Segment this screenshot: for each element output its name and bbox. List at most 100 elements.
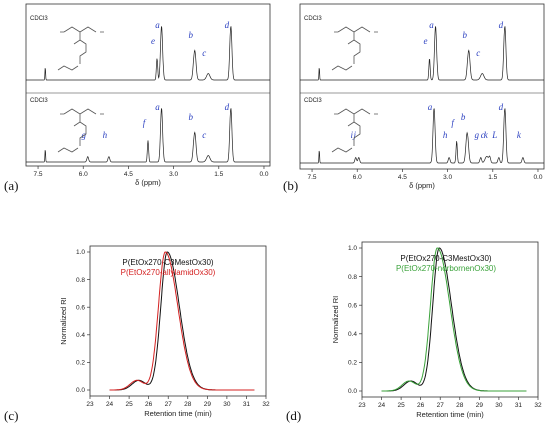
y-tick-label: 0.2 <box>76 360 85 367</box>
nmr-spectrum-trace <box>300 26 544 81</box>
peak-label-i: i <box>350 130 353 140</box>
x-tick-label: 28 <box>184 401 192 408</box>
y-tick-label: 0.4 <box>348 331 357 338</box>
peak-label-a: a <box>155 102 160 112</box>
peak-label-b: b <box>188 30 193 40</box>
peak-label-a: a <box>155 20 160 30</box>
x-tick-label: 27 <box>165 401 173 408</box>
x-axis-label: δ (ppm) <box>135 178 161 187</box>
x-tick-label: 7.5 <box>34 171 43 178</box>
panel-label: (c) <box>4 408 18 423</box>
nmr-panel-a: 7.5 6.0 4.5 3.0 1.5 0.0δ (ppm)CDCl3eabcdCDCl3… <box>25 3 271 187</box>
peak-label-c: c <box>476 48 480 58</box>
nmr-spectrum-trace <box>26 26 270 81</box>
x-tick-label: 3.0 <box>169 171 178 178</box>
solvent-label: CDCl3 <box>304 16 322 22</box>
x-tick-label: 29 <box>476 402 484 409</box>
peak-label-k: k <box>484 130 489 140</box>
x-tick-label: 25 <box>125 401 133 408</box>
nmr-frame <box>25 3 271 167</box>
peak-label-d: d <box>499 20 504 30</box>
x-tick-label: 3.0 <box>443 174 452 181</box>
peak-label-b: b <box>188 112 193 122</box>
peak-label-e: e <box>151 36 155 46</box>
molecule-structure-drawing <box>57 26 104 71</box>
x-axis-label: Retention time (min) <box>144 409 212 418</box>
peak-label-b: b <box>462 30 467 40</box>
x-tick-label: 0.0 <box>533 174 542 181</box>
peak-label-c: c <box>481 130 485 140</box>
molecule-structure-drawing <box>57 108 104 153</box>
nmr-spectrum-trace <box>26 108 270 163</box>
panel-label: (d) <box>286 408 301 423</box>
y-tick-label: 0.8 <box>76 277 85 284</box>
y-tick-label: 0.6 <box>76 304 85 311</box>
peak-label-f: f <box>143 118 147 128</box>
x-tick-label: 28 <box>456 402 464 409</box>
x-tick-label: 32 <box>262 401 270 408</box>
x-tick-label: 24 <box>106 401 114 408</box>
x-tick-label: 26 <box>145 401 153 408</box>
molecule-structure-drawing <box>331 26 378 71</box>
y-tick-label: 1.0 <box>76 249 85 256</box>
y-axis-label: Normalized RI <box>59 297 68 345</box>
peak-label-a: a <box>428 102 433 112</box>
legend-entry-0: P(EtOx270-C3MestOx30) <box>400 254 491 263</box>
x-tick-label: 4.5 <box>124 171 133 178</box>
y-tick-label: 0.6 <box>348 302 357 309</box>
peak-label-f: f <box>451 118 455 128</box>
panel-label: (a) <box>4 178 18 193</box>
x-tick-label: 31 <box>243 401 251 408</box>
solvent-label: CDCl3 <box>30 16 48 22</box>
peak-label-c: c <box>202 130 206 140</box>
gpc-frame <box>89 245 267 397</box>
x-axis-label: Retention time (min) <box>416 410 484 419</box>
y-axis-label: Normalized RI <box>331 296 340 344</box>
gpc-panel-d: 23 24 25 26 27 28 29 30 31 32 0.0 0.2 0.4 0.6 0.8 1.0 Re… <box>331 241 542 419</box>
nmr-panel-b: 7.5 6.0 4.5 3.0 1.5 0.0δ (ppm)CDCl3eabcdCDCl3… <box>299 3 545 190</box>
y-tick-label: 0.2 <box>348 360 357 367</box>
x-tick-label: 29 <box>204 401 212 408</box>
peak-label-b: b <box>461 112 466 122</box>
x-tick-label: 32 <box>534 402 542 409</box>
x-tick-label: 6.0 <box>79 171 88 178</box>
x-tick-label: 30 <box>223 401 231 408</box>
legend-entry-1: P(EtOx270-allylamidOx30) <box>121 268 216 277</box>
x-tick-label: 1.5 <box>214 171 223 178</box>
x-tick-label: 27 <box>437 402 445 409</box>
gpc-series-line-1 <box>109 251 255 391</box>
peak-label-j: j <box>352 130 356 140</box>
legend-entry-1: P(EtOx270-norbornenOx30) <box>396 264 496 273</box>
solvent-label: CDCl3 <box>304 98 322 104</box>
x-tick-label: 23 <box>358 402 366 409</box>
peak-label-L: L <box>491 130 497 140</box>
x-tick-label: 0.0 <box>259 171 268 178</box>
x-tick-label: 1.5 <box>488 174 497 181</box>
x-tick-label: 30 <box>495 402 503 409</box>
x-tick-label: 7.5 <box>308 174 317 181</box>
peak-label-a: a <box>429 20 434 30</box>
x-tick-label: 24 <box>378 402 386 409</box>
x-tick-label: 4.5 <box>398 174 407 181</box>
x-tick-label: 26 <box>417 402 425 409</box>
panel-label: (b) <box>283 178 298 193</box>
x-axis-label: δ (ppm) <box>409 181 435 190</box>
molecule-structure-drawing <box>331 108 378 153</box>
gpc-series-line-1 <box>381 247 527 392</box>
peak-label-d: d <box>499 102 504 112</box>
x-tick-label: 25 <box>397 402 405 409</box>
x-tick-label: 31 <box>515 402 523 409</box>
legend-entry-0: P(EtOx270-C3MestOx30) <box>122 258 213 267</box>
peak-label-k: k <box>517 130 522 140</box>
peak-label-d: d <box>225 102 230 112</box>
y-tick-label: 0.0 <box>76 387 85 394</box>
peak-label-d: d <box>225 20 230 30</box>
nmr-spectrum-trace <box>300 108 544 164</box>
y-tick-label: 1.0 <box>348 245 357 252</box>
y-tick-label: 0.8 <box>348 274 357 281</box>
gpc-panel-c: 23 24 25 26 27 28 29 30 31 32 0.0 0.2 0.4 0.6 0.8 1.0 Re… <box>59 245 270 418</box>
solvent-label: CDCl3 <box>30 98 48 104</box>
y-tick-label: 0.0 <box>348 388 357 395</box>
x-tick-label: 6.0 <box>353 174 362 181</box>
